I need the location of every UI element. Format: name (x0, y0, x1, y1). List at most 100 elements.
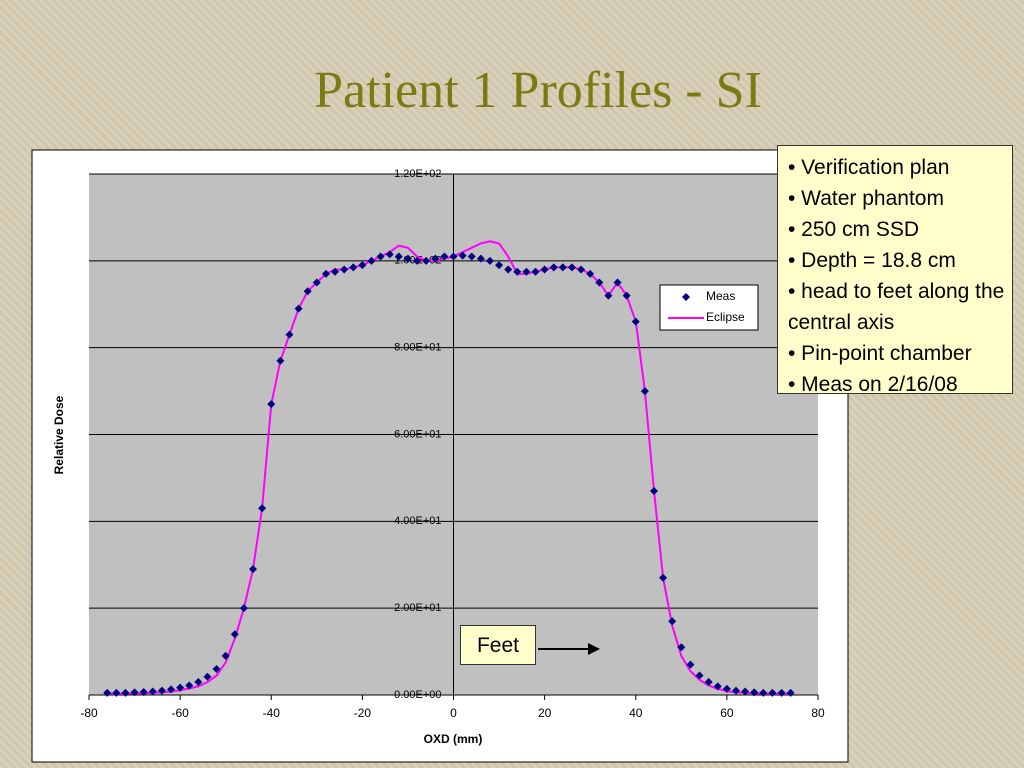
data-point (704, 677, 713, 686)
data-point (759, 688, 768, 697)
data-point (185, 681, 194, 690)
data-point (203, 672, 212, 681)
note: • Depth = 18.8 cm (788, 249, 956, 272)
notes-box: • Verification plan • Water phantom • 250 … (777, 145, 1013, 396)
data-point (121, 688, 130, 697)
data-point (103, 688, 112, 697)
x-tick-label: 60 (720, 706, 734, 720)
data-point (668, 617, 677, 626)
data-point (786, 688, 795, 697)
data-point (340, 265, 349, 274)
data-point (695, 671, 704, 680)
data-point (431, 254, 440, 263)
data-point (148, 687, 157, 696)
data-point (476, 254, 485, 263)
data-point (722, 684, 731, 693)
data-point (659, 573, 668, 582)
y-tick-label: 6.00E+01 (394, 428, 441, 440)
data-point (167, 685, 176, 694)
data-point (713, 682, 722, 691)
data-point (130, 688, 139, 697)
data-point (303, 287, 312, 296)
data-point (367, 256, 376, 265)
data-point (249, 565, 258, 574)
data-point (294, 304, 303, 313)
data-point (394, 252, 403, 261)
data-point (577, 265, 586, 274)
data-point (413, 256, 422, 265)
x-tick-label: -60 (171, 706, 189, 720)
note: • Meas on 2/16/08 (788, 373, 958, 396)
data-point (221, 651, 230, 660)
note: • 250 cm SSD (788, 218, 920, 241)
data-point (586, 269, 595, 278)
data-point (777, 688, 786, 697)
data-point (768, 688, 777, 697)
data-point (157, 686, 166, 695)
data-point (276, 356, 285, 365)
x-tick-label: 20 (538, 706, 552, 720)
y-tick-label: 8.00E+01 (394, 342, 441, 354)
data-point (285, 330, 294, 339)
data-point (640, 387, 649, 396)
data-point (485, 256, 494, 265)
data-point (112, 688, 121, 697)
data-point (176, 683, 185, 692)
data-point (139, 687, 148, 696)
data-point (212, 664, 221, 673)
data-point (731, 686, 740, 695)
data-point (558, 263, 567, 272)
data-point (194, 677, 203, 686)
data-point (258, 504, 267, 513)
y-tick-label: 1.20E+02 (394, 168, 441, 180)
x-tick-label: 40 (629, 706, 643, 720)
y-tick-label: 2.00E+01 (394, 602, 441, 614)
data-point (513, 267, 522, 276)
data-point (312, 278, 321, 287)
data-point (230, 630, 239, 639)
data-point (422, 256, 431, 265)
annotation: Feet (460, 625, 536, 665)
arrow-head (588, 643, 600, 655)
data-point (349, 263, 358, 272)
chart-title: Patient 1 Profiles - SI (314, 62, 762, 119)
data-point (549, 263, 558, 272)
x-tick-label: -80 (80, 706, 98, 720)
data-point (495, 261, 504, 270)
data-point (467, 252, 476, 261)
x-tick-label: -40 (263, 706, 281, 720)
data-point (321, 269, 330, 278)
y-tick-label: 4.00E+01 (394, 515, 441, 527)
data-point (403, 254, 412, 263)
data-point (741, 687, 750, 696)
note: • Water phantom (788, 187, 944, 210)
x-tick-label: 80 (811, 706, 825, 720)
data-point (458, 251, 467, 260)
data-point (376, 252, 385, 261)
data-point (631, 317, 640, 326)
data-point (567, 263, 576, 272)
data-line (107, 240, 791, 695)
legend (659, 284, 759, 331)
legend-label: Meas (706, 289, 735, 303)
data-point (358, 261, 367, 270)
data-point (595, 278, 604, 287)
x-tick-label: -20 (354, 706, 372, 720)
data-point (504, 265, 513, 274)
data-point (540, 265, 549, 274)
data-point (531, 267, 540, 276)
x-tick-label: 0 (450, 706, 457, 720)
data-point (267, 400, 276, 409)
legend-label: Eclipse (706, 310, 745, 324)
data-point (649, 486, 658, 495)
y-axis-label: Relative Dose (52, 395, 66, 474)
note: • Pin-point chamber (788, 342, 972, 365)
data-point (440, 252, 449, 261)
data-point (239, 604, 248, 613)
data-point (613, 278, 622, 287)
data-point (622, 291, 631, 300)
note: • Verification plan (788, 156, 950, 179)
data-point (385, 250, 394, 259)
